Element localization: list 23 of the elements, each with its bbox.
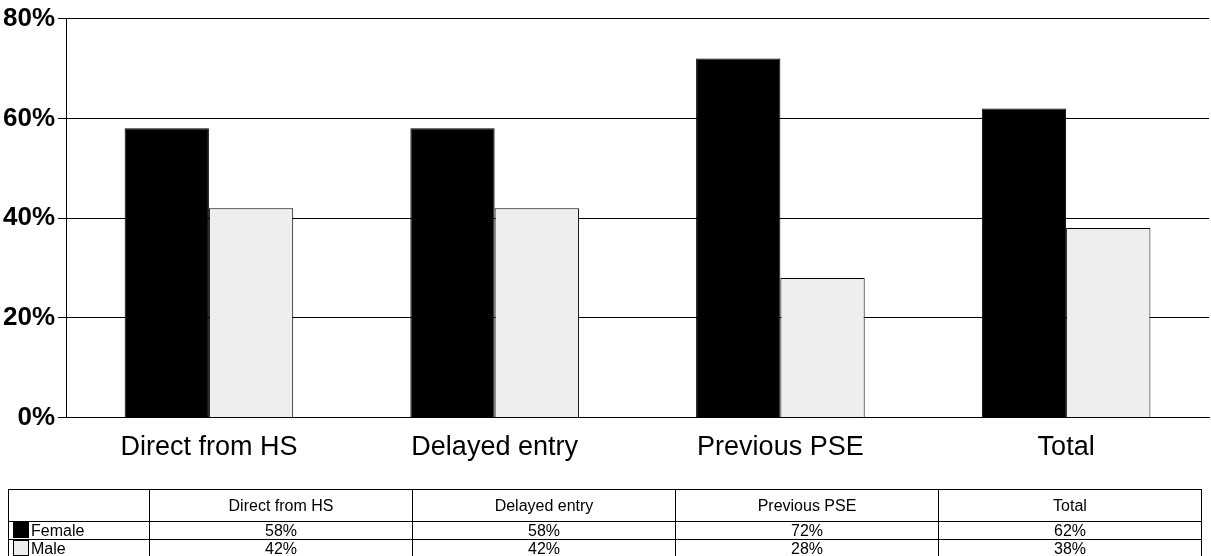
category-label: Total bbox=[1053, 496, 1087, 514]
data-label: 58% bbox=[412, 521, 676, 540]
x-tick-label: Total bbox=[1037, 431, 1095, 462]
y-tick-label: 40% bbox=[2, 201, 56, 232]
category-label: Direct from HS bbox=[228, 496, 334, 514]
data-label: 62% bbox=[938, 521, 1202, 540]
category-label: Previous PSE bbox=[757, 496, 857, 514]
data-label: 28% bbox=[675, 539, 939, 556]
data-label: 58% bbox=[149, 521, 413, 540]
data-label: 42% bbox=[149, 539, 413, 556]
category-label: Delayed entry bbox=[494, 496, 594, 514]
y-tick-label: 60% bbox=[2, 101, 56, 132]
x-tick-label: Delayed entry bbox=[411, 431, 579, 462]
data-label: 72% bbox=[675, 521, 939, 540]
x-tick-label: Previous PSE bbox=[697, 431, 864, 462]
x-tick-label: Direct from HS bbox=[120, 431, 298, 462]
legend-label: Male bbox=[8, 539, 150, 556]
y-tick-label: 20% bbox=[2, 301, 56, 332]
y-tick-label: 80% bbox=[2, 1, 56, 32]
data-label: 42% bbox=[412, 539, 676, 556]
legend-label: Female bbox=[8, 521, 150, 540]
data-label: 38% bbox=[938, 539, 1202, 556]
y-tick-label: 0% bbox=[17, 400, 56, 431]
